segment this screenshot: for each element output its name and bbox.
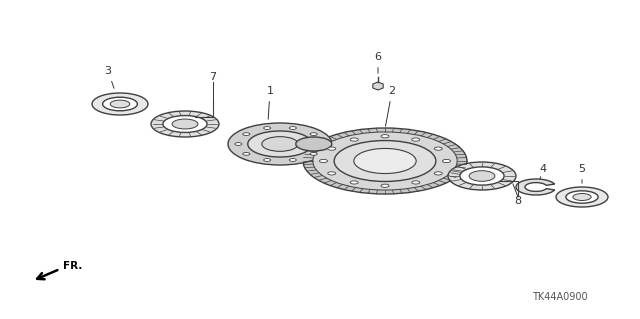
Ellipse shape [381,184,389,187]
Ellipse shape [435,147,442,150]
Ellipse shape [442,160,451,163]
Text: 7: 7 [209,72,216,82]
Ellipse shape [235,143,242,145]
Ellipse shape [243,133,250,136]
Text: 8: 8 [515,196,522,206]
Ellipse shape [435,172,442,175]
Ellipse shape [264,127,271,130]
Ellipse shape [310,152,317,155]
Ellipse shape [296,137,332,151]
Ellipse shape [412,181,420,184]
Ellipse shape [566,191,598,203]
Ellipse shape [350,138,358,141]
Text: 3: 3 [104,66,114,88]
Ellipse shape [151,111,219,137]
Ellipse shape [556,187,608,207]
Ellipse shape [319,160,328,163]
Text: 5: 5 [579,164,586,183]
Ellipse shape [381,135,389,138]
Ellipse shape [289,127,296,130]
Ellipse shape [412,138,420,141]
Text: 1: 1 [266,86,273,119]
Polygon shape [516,179,555,195]
Text: 6: 6 [374,52,381,73]
Ellipse shape [310,133,317,136]
Ellipse shape [264,159,271,161]
Ellipse shape [350,181,358,184]
Ellipse shape [228,123,332,165]
Ellipse shape [354,148,416,174]
Polygon shape [373,82,383,90]
Ellipse shape [262,137,298,151]
Ellipse shape [243,152,250,155]
Text: 4: 4 [540,164,547,179]
Ellipse shape [469,171,495,181]
Ellipse shape [248,131,312,157]
Ellipse shape [460,167,504,185]
Ellipse shape [328,147,336,150]
Ellipse shape [172,119,198,129]
Ellipse shape [163,115,207,132]
Ellipse shape [102,97,138,111]
Ellipse shape [328,172,336,175]
Ellipse shape [334,141,436,182]
Ellipse shape [318,143,325,145]
Ellipse shape [92,93,148,115]
Text: FR.: FR. [63,261,83,271]
Ellipse shape [289,159,296,161]
Ellipse shape [573,194,591,201]
Ellipse shape [448,162,516,190]
Ellipse shape [303,128,467,194]
Text: 2: 2 [385,86,396,126]
Ellipse shape [110,100,130,108]
Text: TK44A0900: TK44A0900 [532,292,588,302]
Ellipse shape [313,132,457,190]
